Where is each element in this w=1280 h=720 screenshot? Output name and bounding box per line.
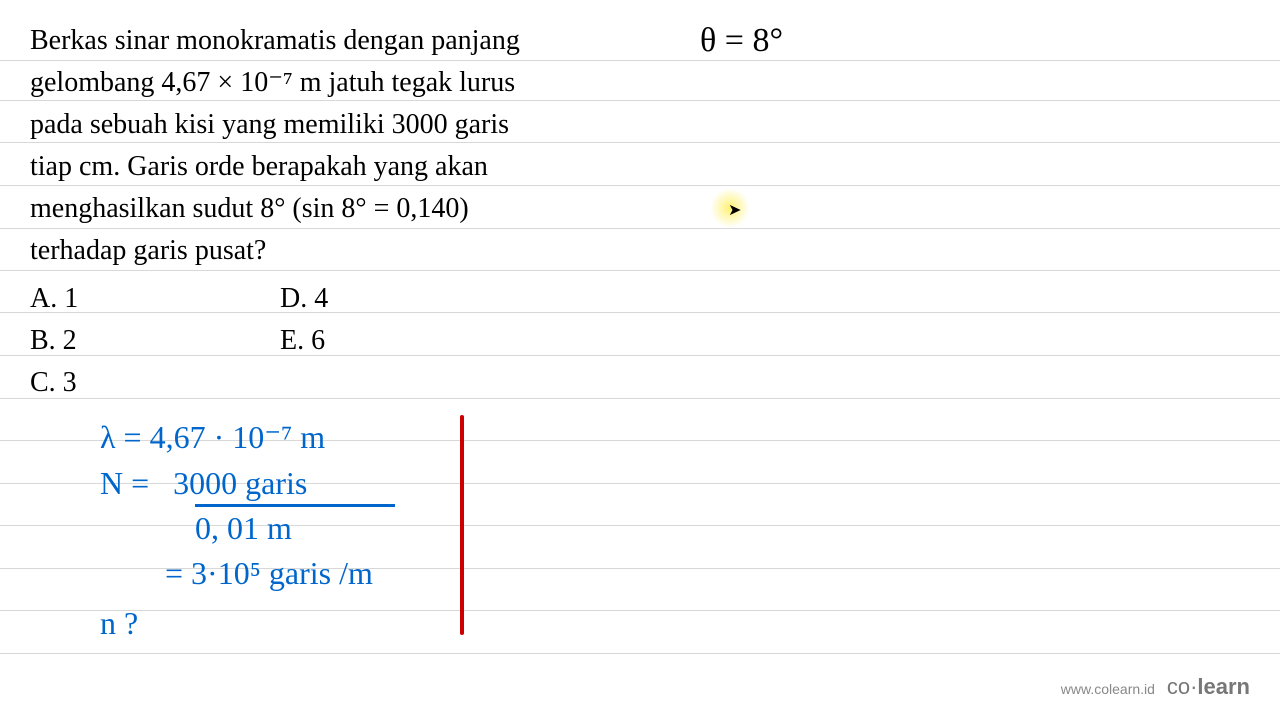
footer-brand: co·learn xyxy=(1167,674,1250,699)
option-d: D. 4 xyxy=(280,278,530,320)
handwriting-n-denominator: 0, 01 m xyxy=(195,510,292,547)
option-c: C. 3 xyxy=(30,362,280,404)
handwriting-n-question: n ? xyxy=(100,605,138,642)
handwriting-n-equals: N = 3000 garis xyxy=(100,465,307,502)
option-b: B. 2 xyxy=(30,320,280,362)
brand-bold: learn xyxy=(1197,674,1250,699)
answer-options: A. 1 D. 4 B. 2 E. 6 C. 3 xyxy=(30,278,1250,404)
brand-prefix: co· xyxy=(1167,674,1198,699)
question-line-5: menghasilkan sudut 8° (sin 8° = 0,140) xyxy=(30,193,469,224)
question-line-1: Berkas sinar monokramatis dengan panjang xyxy=(30,25,520,56)
footer-url: www.colearn.id xyxy=(1061,681,1155,697)
handwriting-n-result: = 3·10⁵ garis /m xyxy=(165,555,373,592)
question-text: Berkas sinar monokramatis dengan panjang… xyxy=(30,20,680,272)
option-e: E. 6 xyxy=(280,320,530,362)
footer: www.colearn.id co·learn xyxy=(1061,674,1250,700)
cursor-pointer: ➤ xyxy=(728,200,741,220)
question-line-6: terhadap garis pusat? xyxy=(30,235,266,266)
content-area: Berkas sinar monokramatis dengan panjang… xyxy=(0,0,1280,424)
question-line-3: pada sebuah kisi yang memiliki 3000 gari… xyxy=(30,109,509,140)
hw-n-numerator: 3000 garis xyxy=(173,465,307,501)
cursor-glyph: ➤ xyxy=(728,202,741,219)
question-line-4: tiap cm. Garis orde berapakah yang akan xyxy=(30,151,488,182)
question-line-2: gelombang 4,67 × 10⁻⁷ m jatuh tegak luru… xyxy=(30,67,515,98)
option-a: A. 1 xyxy=(30,278,280,320)
hw-n-left: N = xyxy=(100,465,149,501)
fraction-line xyxy=(195,504,395,507)
vertical-red-divider xyxy=(460,415,464,635)
